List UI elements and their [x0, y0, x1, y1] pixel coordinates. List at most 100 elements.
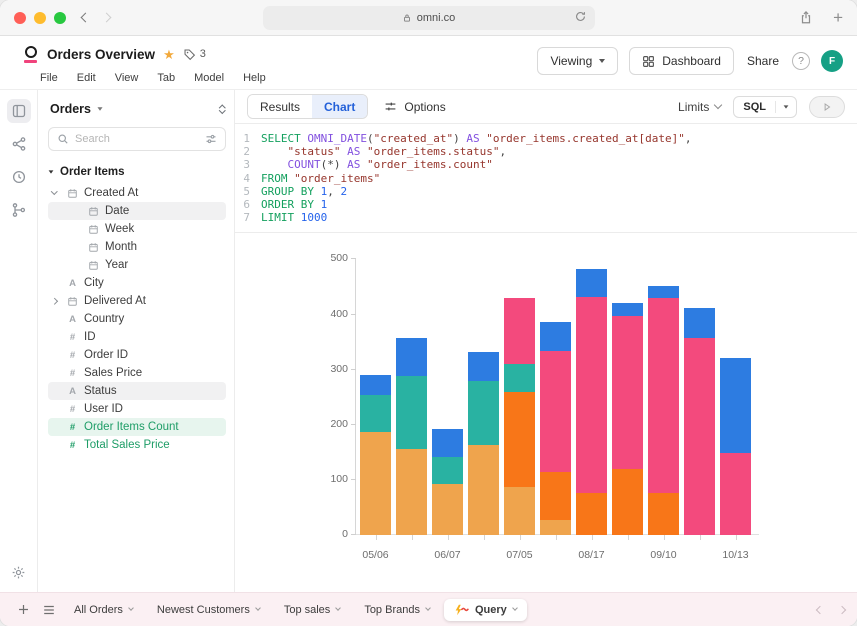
bottom-tab-query[interactable]: Query — [444, 599, 527, 621]
chevron-right-icon[interactable] — [52, 299, 66, 304]
browser-back-button[interactable] — [81, 13, 91, 23]
field-year[interactable]: Year — [48, 256, 226, 274]
y-axis-label: 0 — [306, 528, 348, 540]
segment-pink — [504, 298, 535, 364]
avatar[interactable]: F — [821, 50, 843, 72]
menu-item-view[interactable]: View — [115, 72, 139, 84]
group-label: Order Items — [60, 166, 125, 178]
field-order-id[interactable]: #Order ID — [48, 346, 226, 364]
prev-tab-icon[interactable] — [816, 605, 824, 613]
fields-panel-icon[interactable] — [7, 99, 31, 123]
menu-item-file[interactable]: File — [40, 72, 58, 84]
new-tab-icon[interactable]: + — [833, 9, 843, 26]
field-tree: Order Items Created AtDateWeekMonthYearA… — [48, 164, 226, 454]
share-page-icon[interactable] — [799, 10, 813, 25]
help-icon[interactable]: ? — [792, 52, 810, 70]
address-bar[interactable]: omni.co — [263, 6, 595, 30]
bottom-tab-top-sales[interactable]: Top sales — [274, 599, 350, 621]
bar-1[interactable] — [360, 375, 391, 536]
share-button[interactable]: Share — [747, 54, 779, 68]
line-number: 5 — [235, 185, 261, 198]
bar-7[interactable] — [576, 269, 607, 536]
segment-blue — [576, 269, 607, 297]
refresh-icon[interactable] — [574, 10, 587, 26]
favorite-star-icon[interactable]: ★ — [163, 48, 175, 61]
filter-sliders-icon[interactable] — [205, 133, 217, 145]
next-tab-icon[interactable] — [838, 605, 846, 613]
bar-10[interactable] — [684, 308, 715, 535]
field-search[interactable] — [48, 127, 226, 151]
tab-results[interactable]: Results — [248, 95, 312, 118]
field-id[interactable]: #ID — [48, 328, 226, 346]
bar-group — [360, 269, 751, 536]
history-icon[interactable] — [7, 165, 31, 189]
viewing-label: Viewing — [550, 54, 592, 68]
run-query-button[interactable] — [809, 96, 845, 118]
x-tick-mark — [520, 535, 521, 540]
menu-item-tab[interactable]: Tab — [157, 72, 175, 84]
share-nodes-icon[interactable] — [7, 132, 31, 156]
field-sales-price[interactable]: #Sales Price — [48, 364, 226, 382]
field-total-sales-price[interactable]: #Total Sales Price — [48, 436, 226, 454]
field-week[interactable]: Week — [48, 220, 226, 238]
tab-chart[interactable]: Chart — [312, 95, 367, 118]
field-month[interactable]: Month — [48, 238, 226, 256]
number-icon: # — [66, 404, 79, 415]
search-input[interactable] — [75, 133, 199, 145]
sql-line: 2 "status" AS "order_items.status", — [235, 145, 857, 158]
search-icon — [57, 133, 69, 145]
menu-bar: File Edit View Tab Model Help — [40, 72, 266, 84]
add-tab-icon[interactable] — [12, 599, 34, 621]
zoom-window-button[interactable] — [54, 12, 66, 24]
bar-5[interactable] — [504, 298, 535, 535]
field-user-id[interactable]: #User ID — [48, 400, 226, 418]
segment-teal — [504, 364, 535, 392]
model-selector[interactable]: Orders — [50, 102, 91, 116]
close-window-button[interactable] — [14, 12, 26, 24]
field-date[interactable]: Date — [48, 202, 226, 220]
bar-6[interactable] — [540, 322, 571, 536]
bottom-tab-newest-customers[interactable]: Newest Customers — [147, 599, 270, 621]
x-tick-mark — [448, 535, 449, 540]
bar-2[interactable] — [396, 338, 427, 535]
minimize-window-button[interactable] — [34, 12, 46, 24]
tag-count: 3 — [200, 48, 206, 60]
field-order-items-count[interactable]: #Order Items Count — [48, 418, 226, 436]
field-city[interactable]: ACity — [48, 274, 226, 292]
tab-list-icon[interactable] — [38, 599, 60, 621]
field-country[interactable]: ACountry — [48, 310, 226, 328]
browser-forward-button[interactable] — [102, 13, 112, 23]
chevron-down-icon[interactable] — [52, 192, 66, 194]
bar-9[interactable] — [648, 286, 679, 535]
menu-item-model[interactable]: Model — [194, 72, 224, 84]
sql-button[interactable]: SQL — [733, 96, 797, 118]
segment-orange — [648, 493, 679, 536]
bar-3[interactable] — [432, 429, 463, 536]
chevron-down-icon — [425, 605, 431, 611]
x-tick-mark — [700, 535, 701, 540]
menu-item-edit[interactable]: Edit — [77, 72, 96, 84]
limits-dropdown[interactable]: Limits — [678, 100, 721, 114]
menu-item-help[interactable]: Help — [243, 72, 266, 84]
field-delivered-at[interactable]: Delivered At — [48, 292, 226, 310]
dashboard-button[interactable]: Dashboard — [629, 47, 734, 75]
bar-4[interactable] — [468, 352, 499, 535]
y-tick-mark — [351, 534, 356, 535]
settings-gear-icon[interactable] — [7, 560, 31, 584]
expand-collapse-icon[interactable] — [220, 106, 225, 112]
field-status[interactable]: AStatus — [48, 382, 226, 400]
group-order-items[interactable]: Order Items — [48, 164, 226, 184]
branch-icon[interactable] — [7, 198, 31, 222]
tag-icon[interactable] — [183, 48, 196, 61]
bar-8[interactable] — [612, 303, 643, 535]
sql-editor[interactable]: 1SELECT OMNI_DATE("created_at") AS "orde… — [235, 124, 857, 233]
stacked-bar-chart[interactable]: 010020030040050005/0606/0707/0508/1709/1… — [355, 259, 757, 535]
bottom-tab-all-orders[interactable]: All Orders — [64, 599, 143, 621]
calendar-icon — [87, 242, 100, 253]
bar-11[interactable] — [720, 358, 751, 536]
bottom-tab-top-brands[interactable]: Top Brands — [354, 599, 440, 621]
options-button[interactable]: Options — [384, 100, 445, 114]
field-label: Total Sales Price — [84, 439, 170, 451]
field-created-at[interactable]: Created At — [48, 184, 226, 202]
viewing-button[interactable]: Viewing — [537, 47, 618, 75]
